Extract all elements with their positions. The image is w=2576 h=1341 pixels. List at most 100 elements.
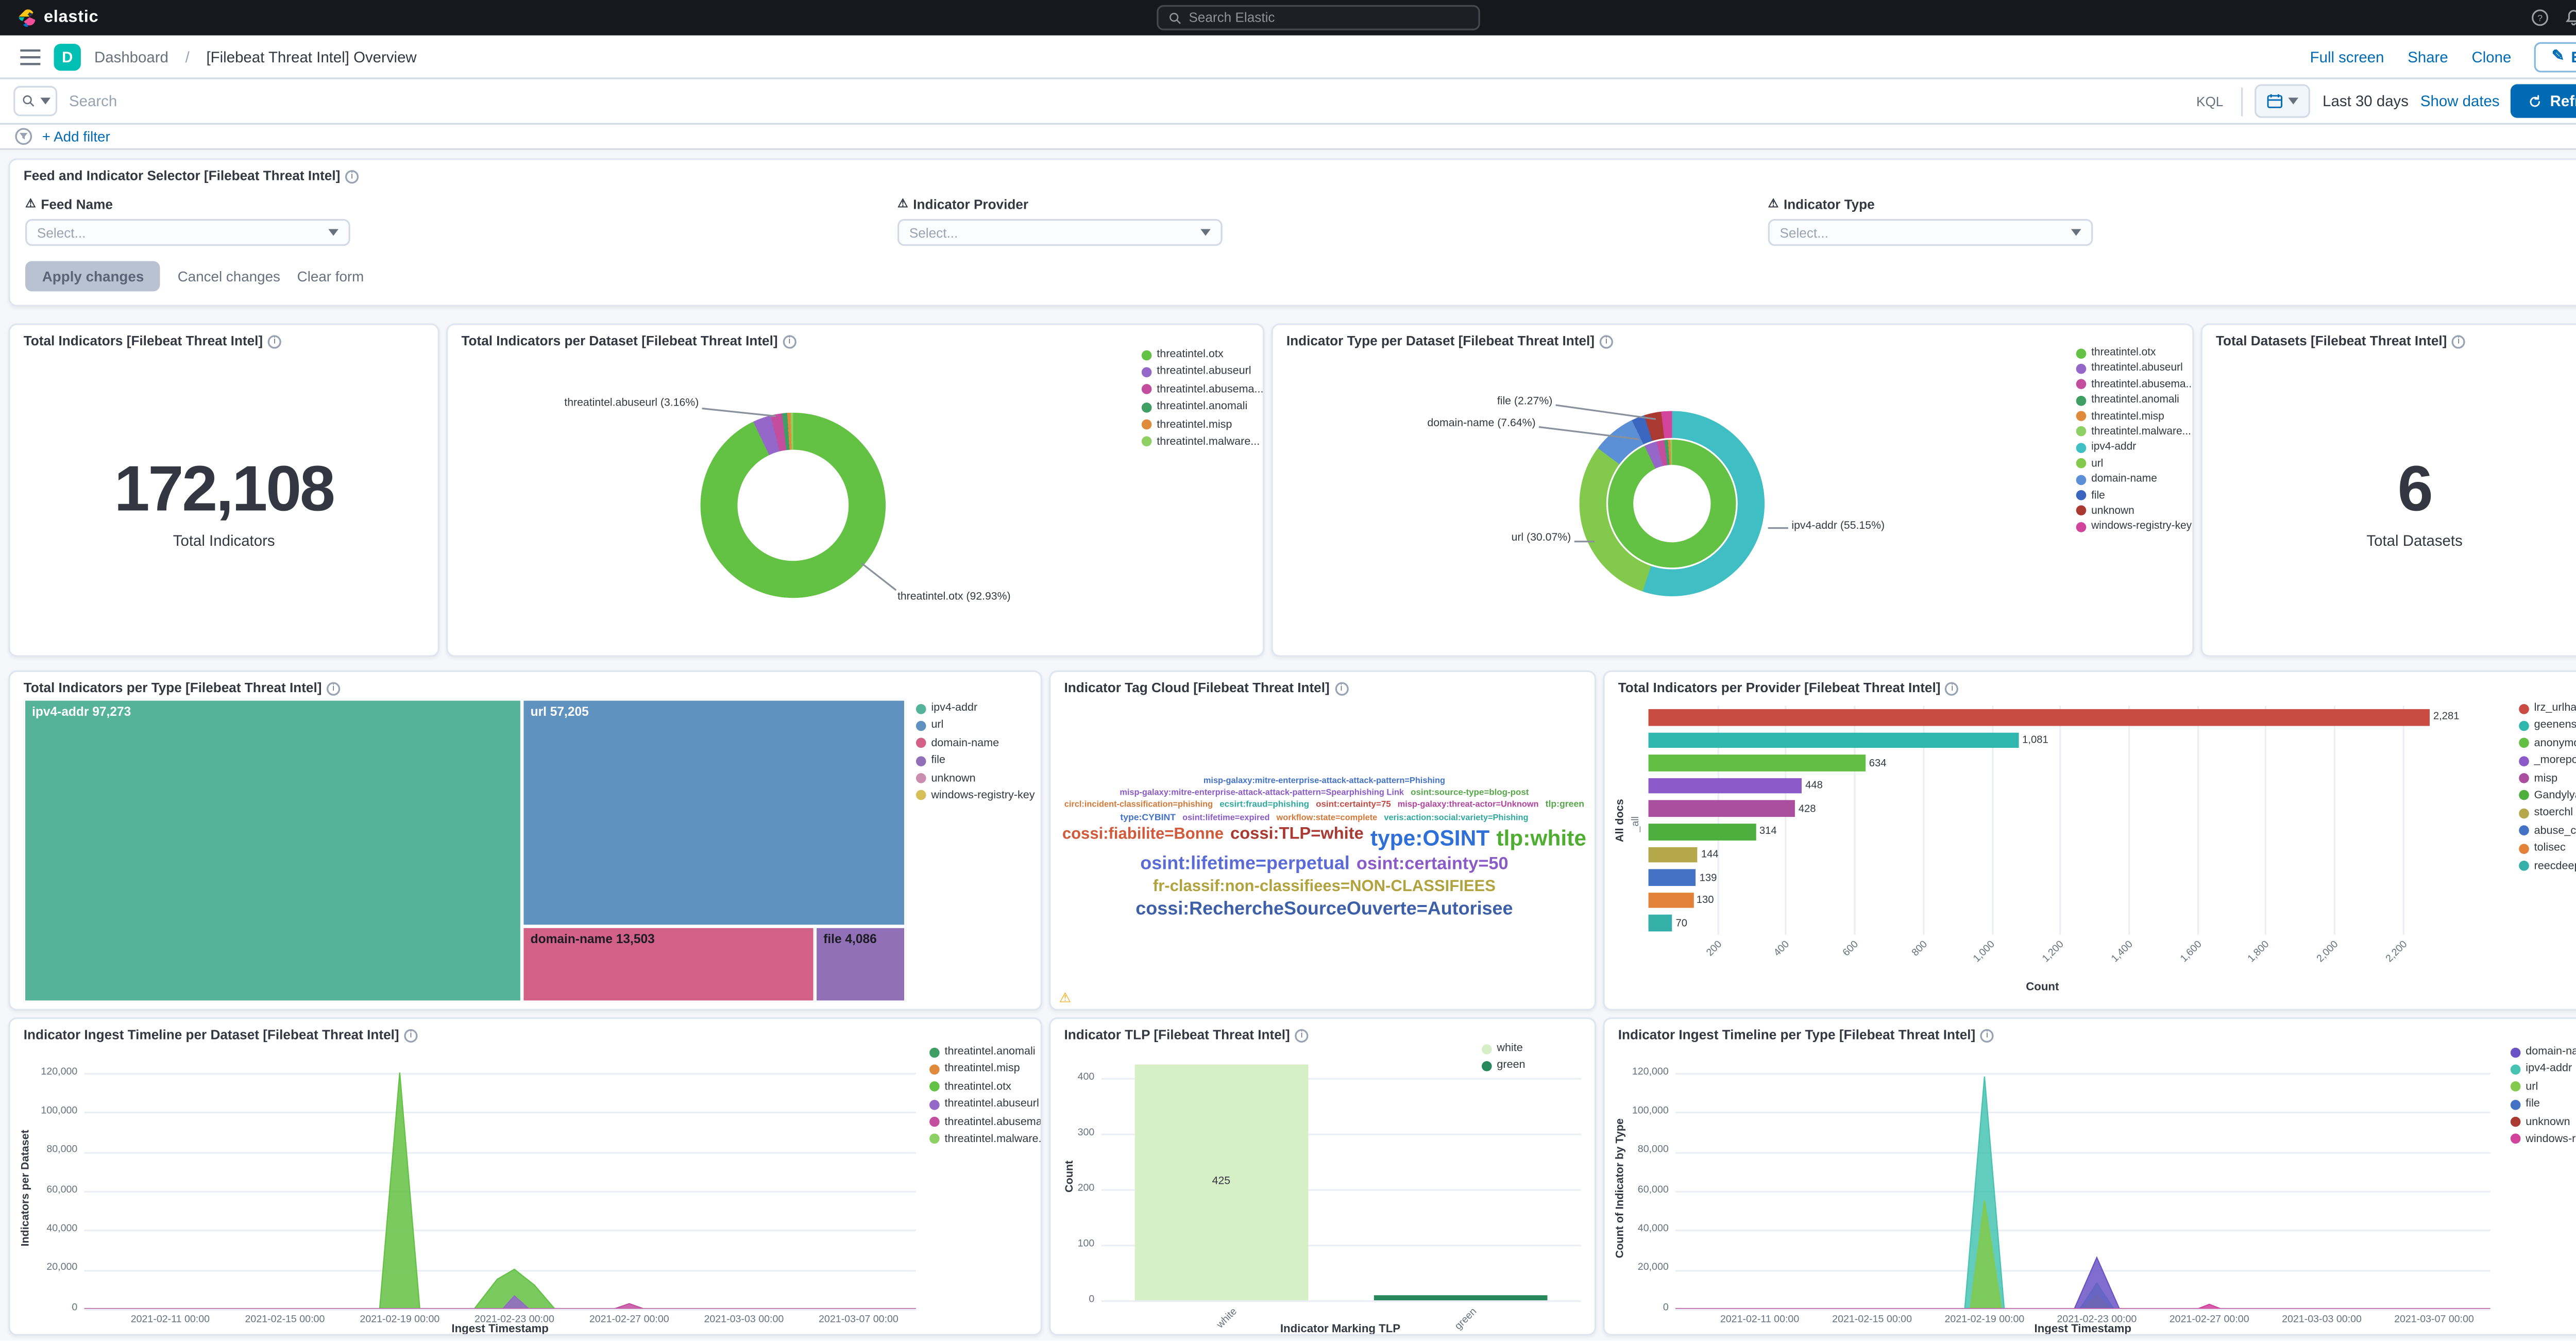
tag-cloud-term[interactable]: cossi:RechercheSourceOuverte=Autorisee xyxy=(1136,898,1513,919)
saved-query-menu-button[interactable] xyxy=(13,86,58,116)
breadcrumb-dashboard[interactable]: Dashboard xyxy=(94,48,168,65)
legend-item[interactable]: threatintel.abuseurl xyxy=(1141,366,1263,378)
legend-item[interactable]: threatintel.abuseurl xyxy=(929,1098,1041,1110)
bar-white[interactable] xyxy=(1134,1064,1308,1300)
treemap-tile[interactable]: ipv4-addr 97,273 xyxy=(23,699,522,1002)
apply-changes-button[interactable]: Apply changes xyxy=(25,261,161,292)
legend-item[interactable]: threatintel.malware... xyxy=(2076,426,2193,438)
clone-button[interactable]: Clone xyxy=(2471,48,2512,65)
timeline-plot[interactable] xyxy=(84,1063,916,1309)
tag-cloud-term[interactable]: tlp:white xyxy=(1496,826,1587,851)
edit-button[interactable]: ✎ Edit xyxy=(2535,41,2576,72)
info-icon[interactable]: i xyxy=(783,334,796,348)
series-threatintel.abusemalware[interactable] xyxy=(84,1303,916,1309)
treemap-tile[interactable]: url 57,205 xyxy=(522,699,906,927)
legend-item[interactable]: windows-registry-key xyxy=(2076,521,2193,533)
legend-item[interactable]: windows-registry-key xyxy=(916,790,1035,802)
legend-item[interactable]: url xyxy=(2510,1081,2576,1093)
bar-lrz_urlhaus[interactable] xyxy=(1648,709,2430,726)
tag-cloud-term[interactable]: circl:incident-classification=phishing xyxy=(1064,800,1213,811)
legend-item[interactable]: threatintel.anomali xyxy=(929,1046,1041,1058)
legend-item[interactable]: tolisec xyxy=(2519,843,2576,854)
bar-anonymous[interactable] xyxy=(1648,755,1866,772)
tag-cloud-term[interactable]: veris:action:social:variety=Phishing xyxy=(1384,813,1529,824)
legend-item[interactable]: abuse_ch xyxy=(2519,825,2576,836)
tag-cloud-term[interactable]: osint:certainty=75 xyxy=(1316,800,1391,811)
tag-cloud-term[interactable]: workflow:state=complete xyxy=(1276,813,1378,824)
help-icon[interactable]: ? xyxy=(2531,8,2549,27)
legend-item[interactable]: threatintel.misp xyxy=(2076,410,2193,422)
series-windows-registry-key[interactable] xyxy=(1675,1303,2490,1309)
legend-item[interactable]: url xyxy=(2076,458,2193,470)
legend-item[interactable]: threatintel.otx xyxy=(929,1081,1041,1093)
indicator-provider-select[interactable]: Select... xyxy=(897,219,1223,246)
bar-misp[interactable] xyxy=(1648,800,1795,817)
legend-item[interactable]: threatintel.otx xyxy=(1141,349,1263,360)
info-icon[interactable]: i xyxy=(1980,1028,1994,1042)
legend-item[interactable]: domain-name xyxy=(2076,474,2193,485)
tag-cloud-term[interactable]: misp-galaxy:mitre-enterprise-attack-atta… xyxy=(1120,789,1404,799)
legend-item[interactable]: ipv4-addr xyxy=(916,702,1035,714)
legend-item[interactable]: stoerchl xyxy=(2519,808,2576,819)
bar-green[interactable] xyxy=(1375,1296,1548,1300)
global-search-input[interactable]: Search Elastic xyxy=(1157,5,1480,30)
indicator-type-select[interactable]: Select... xyxy=(1768,219,2093,246)
legend-item[interactable]: threatintel.otx xyxy=(2076,347,2193,359)
query-language-label[interactable]: KQL xyxy=(2196,93,2224,109)
legend-item[interactable]: threatintel.abusema... xyxy=(929,1116,1041,1128)
treemap-tile[interactable]: file 4,086 xyxy=(815,926,906,1002)
legend-item[interactable]: lrz_urlhaus xyxy=(2519,702,2576,714)
timeline-plot[interactable] xyxy=(1675,1063,2490,1309)
legend-item[interactable]: ipv4-addr xyxy=(2076,442,2193,454)
show-dates-button[interactable]: Show dates xyxy=(2420,92,2500,110)
legend-item[interactable]: windows-registry-key xyxy=(2510,1133,2576,1145)
info-icon[interactable]: i xyxy=(327,681,341,695)
bar-stoerchl[interactable] xyxy=(1648,846,1698,863)
legend-item[interactable]: _morepoints xyxy=(2519,755,2576,767)
time-range-label[interactable]: Last 30 days xyxy=(2323,92,2409,110)
date-picker-button[interactable] xyxy=(2255,84,2311,118)
legend-item[interactable]: unknown xyxy=(2076,505,2193,517)
tag-cloud-term[interactable]: cossi:fiabilite=Bonne xyxy=(1062,826,1224,845)
info-icon[interactable]: i xyxy=(1945,681,1959,695)
warning-icon[interactable]: ⚠ xyxy=(1059,990,1072,1006)
info-icon[interactable]: i xyxy=(404,1028,418,1042)
info-icon[interactable]: i xyxy=(1295,1028,1309,1042)
info-icon[interactable]: i xyxy=(267,334,282,348)
elastic-logo[interactable]: elastic xyxy=(17,8,99,28)
tag-cloud-term[interactable]: ecsirt:fraud=phishing xyxy=(1219,800,1310,811)
tag-cloud-term[interactable]: tlp:green xyxy=(1545,800,1585,811)
series-threatintel.otx[interactable] xyxy=(84,1072,916,1309)
legend-item[interactable]: unknown xyxy=(916,773,1035,784)
info-icon[interactable]: i xyxy=(1599,334,1613,348)
clear-form-button[interactable]: Clear form xyxy=(297,267,364,285)
tag-cloud-term[interactable]: osint:source-type=blog-post xyxy=(1411,789,1529,799)
legend-item[interactable]: ipv4-addr xyxy=(2510,1064,2576,1075)
share-button[interactable]: Share xyxy=(2408,48,2448,65)
legend-item[interactable]: domain-name xyxy=(916,737,1035,749)
legend-item[interactable]: threatintel.misp xyxy=(1141,418,1263,430)
menu-icon[interactable] xyxy=(20,48,41,65)
legend-item[interactable]: file xyxy=(916,755,1035,767)
legend-item[interactable]: threatintel.misp xyxy=(929,1064,1041,1075)
series-domain-name[interactable] xyxy=(1675,1256,2490,1309)
legend-item[interactable]: threatintel.anomali xyxy=(2076,394,2193,406)
info-icon[interactable]: i xyxy=(2452,334,2466,348)
add-filter-button[interactable]: + Add filter xyxy=(42,128,110,145)
bar-tolisec[interactable] xyxy=(1648,892,1693,909)
full-screen-button[interactable]: Full screen xyxy=(2310,48,2384,65)
refresh-button[interactable]: Refresh xyxy=(2511,84,2576,118)
legend-item[interactable]: white xyxy=(1482,1043,1526,1054)
legend-item[interactable]: misp xyxy=(2519,773,2576,784)
bar-abuse_ch[interactable] xyxy=(1648,869,1697,886)
tag-cloud-term[interactable]: osint:certainty=50 xyxy=(1356,854,1509,875)
series-ipv4-addr[interactable] xyxy=(1675,1076,2490,1309)
legend-item[interactable]: green xyxy=(1482,1060,1526,1072)
bar-_morepoints[interactable] xyxy=(1648,778,1802,794)
tag-cloud-term[interactable]: osint:lifetime=expired xyxy=(1182,813,1270,824)
legend-item[interactable]: Gandylyan1 xyxy=(2519,790,2576,802)
legend-item[interactable]: geenensp xyxy=(2519,720,2576,732)
tag-cloud-term[interactable]: misp-galaxy:mitre-enterprise-attack-atta… xyxy=(1203,777,1445,787)
tag-cloud-term[interactable]: type:CYBINT xyxy=(1120,813,1176,824)
legend-item[interactable]: threatintel.malware... xyxy=(929,1133,1041,1145)
